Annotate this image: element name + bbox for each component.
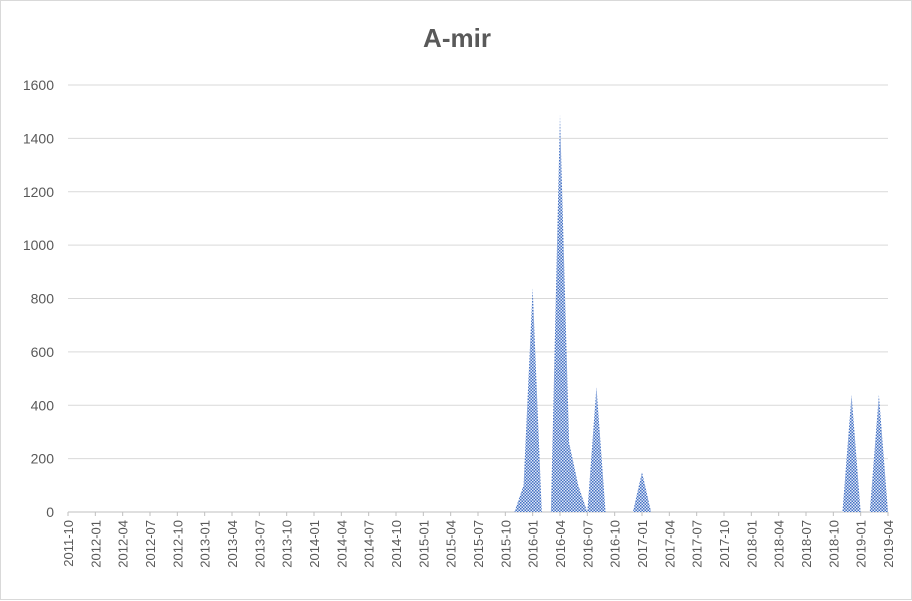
x-tick-label: 2017-10: [717, 520, 732, 568]
y-tick-label: 1000: [23, 237, 54, 253]
area-series: [68, 114, 888, 513]
x-tick-label: 2011-10: [61, 520, 76, 567]
y-tick-label: 800: [31, 291, 55, 307]
x-tick-label: 2018-01: [744, 520, 759, 568]
x-tick-label: 2018-07: [799, 520, 814, 568]
x-tick-label: 2015-04: [444, 520, 459, 568]
x-tick-label: 2012-10: [170, 520, 185, 568]
x-tick-label: 2015-01: [416, 520, 431, 568]
x-tick-label: 2013-04: [225, 520, 240, 568]
y-tick-label: 600: [31, 344, 55, 360]
x-tick-label: 2016-10: [608, 520, 623, 568]
x-tick-label: 2017-07: [690, 520, 705, 568]
x-tick-label: 2012-01: [88, 520, 103, 568]
x-tick-label: 2018-04: [772, 520, 787, 568]
x-tick-label: 2014-04: [334, 520, 349, 568]
x-tick-label: 2014-10: [389, 520, 404, 568]
x-tick-label: 2014-07: [362, 520, 377, 568]
y-tick-label: 400: [31, 397, 55, 413]
x-tick-label: 2013-10: [280, 520, 295, 568]
y-tick-label: 1600: [23, 77, 54, 93]
x-tick-label: 2014-01: [307, 520, 322, 568]
x-tick-label: 2017-04: [662, 520, 677, 568]
x-tick-label: 2016-01: [526, 520, 541, 568]
y-tick-label: 200: [31, 451, 55, 467]
x-tick-label: 2013-01: [198, 520, 213, 568]
x-tick-label: 2016-07: [580, 520, 595, 568]
x-tick-label: 2017-01: [635, 520, 650, 568]
y-tick-label: 1200: [23, 184, 54, 200]
y-tick-label: 0: [46, 504, 54, 520]
x-tick-label: 2013-07: [252, 520, 267, 568]
x-tick-label: 2019-01: [854, 520, 869, 568]
x-tick-label: 2012-07: [143, 520, 158, 568]
x-tick-label: 2019-04: [881, 520, 896, 568]
x-tick-label: 2016-04: [553, 520, 568, 568]
x-tick-label: 2015-10: [498, 520, 513, 568]
x-tick-label: 2012-04: [116, 520, 131, 568]
y-tick-label: 1400: [23, 130, 54, 146]
x-tick-label: 2018-10: [826, 520, 841, 568]
chart-title: A-mir: [423, 23, 491, 53]
x-tick-label: 2015-07: [471, 520, 486, 568]
